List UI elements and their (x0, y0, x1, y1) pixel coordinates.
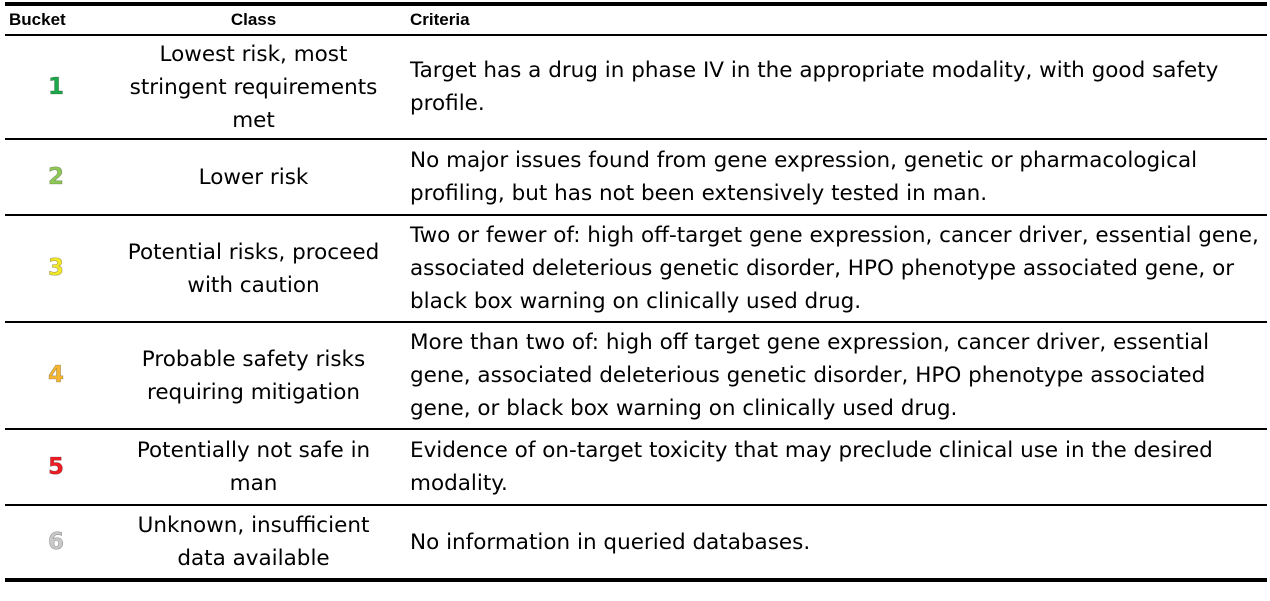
bucket-number: 6 (47, 528, 65, 555)
bucket-number: 2 (47, 163, 65, 190)
table-row: 6 Unknown, insufficient data available N… (5, 505, 1267, 580)
criteria-cell: No major issues found from gene expressi… (410, 148, 1198, 206)
criteria-cell: Two or fewer of: high off-target gene ex… (410, 223, 1259, 314)
header-row: Bucket Class Criteria (5, 4, 1267, 35)
table-header: Bucket Class Criteria (5, 4, 1267, 35)
table-body: 1 Lowest risk, most stringent requiremen… (5, 35, 1267, 580)
header-bucket: Bucket (9, 10, 66, 29)
class-cell: Lowest risk, most stringent requirements… (129, 41, 378, 133)
class-cell: Potentially not safe in man (136, 438, 371, 496)
header-criteria: Criteria (410, 10, 470, 29)
table-row: 3 Potential risks, proceed with caution … (5, 215, 1267, 322)
bucket-number: 3 (47, 255, 65, 282)
table-row: 4 Probable safety risks requiring mitiga… (5, 322, 1267, 429)
criteria-cell: More than two of: high off target gene e… (410, 330, 1210, 421)
class-cell: Unknown, insufficient data available (137, 513, 370, 571)
table-row: 5 Potentially not safe in man Evidence o… (5, 429, 1267, 505)
class-cell: Lower risk (198, 164, 309, 190)
bucket-number: 4 (47, 362, 65, 389)
criteria-cell: Evidence of on-target toxicity that may … (410, 438, 1213, 496)
class-cell: Probable safety risks requiring mitigati… (141, 346, 366, 405)
criteria-cell: No information in queried databases. (410, 529, 811, 555)
bucket-number: 5 (47, 453, 65, 480)
table-row: 1 Lowest risk, most stringent requiremen… (5, 35, 1267, 139)
header-class: Class (230, 10, 277, 29)
criteria-cell: Target has a drug in phase IV in the app… (410, 58, 1219, 116)
table-row: 2 Lower risk No major issues found from … (5, 139, 1267, 215)
safety-bucket-table: Bucket Class Criteria 1 Lowest risk, mos… (5, 2, 1267, 582)
class-cell: Potential risks, proceed with caution (127, 239, 380, 298)
bucket-number: 1 (47, 73, 65, 100)
